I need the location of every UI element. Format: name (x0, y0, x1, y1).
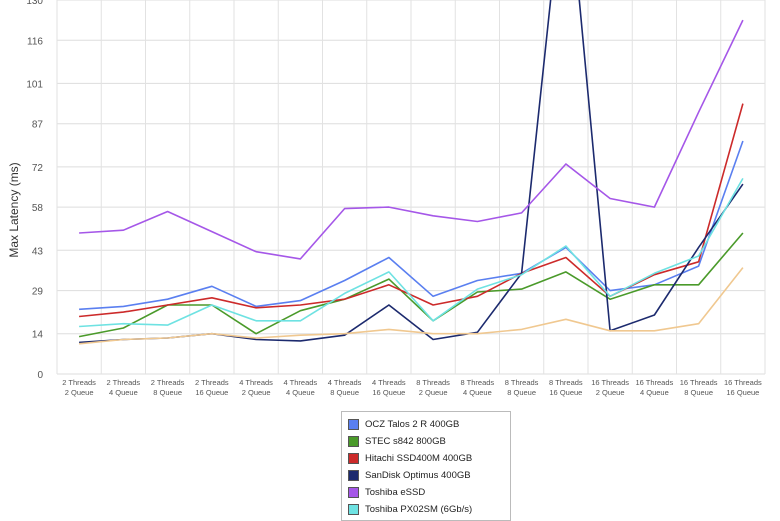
legend-label: OCZ Talos 2 R 400GB (365, 419, 460, 430)
series-line-5 (79, 178, 744, 328)
x-tick-label: 4 Threads 2 Queue (239, 378, 273, 397)
legend-item: Toshiba PX02SM (6Gb/s) (348, 501, 510, 518)
x-tick-label: 8 Threads 8 Queue (505, 378, 539, 397)
x-axis-ticks: 2 Threads 2 Queue 2 Threads 4 Queue 2 Thread… (62, 378, 762, 397)
x-tick-label: 2 Threads 16 Queue (195, 378, 229, 397)
legend-item: SanDisk Optimus 400GB (348, 467, 510, 484)
series-line-4 (79, 19, 744, 260)
x-tick-label: 2 Threads 4 Queue (107, 378, 141, 397)
legend-item: OCZ Talos 2 R 400GB (348, 416, 510, 433)
x-tick-label: 2 Threads 2 Queue (62, 378, 96, 397)
legend-label: STEC s842 800GB (365, 436, 446, 447)
x-tick-label: 16 Threads 2 Queue (591, 378, 629, 397)
legend-swatch (348, 470, 359, 481)
y-tick-label: 116 (27, 36, 43, 47)
legend-label: Toshiba eSSD (365, 487, 426, 498)
series-line-6 (79, 267, 744, 345)
x-tick-label: 4 Threads 4 Queue (284, 378, 318, 397)
legend-label: Toshiba PX02SM (6Gb/s) (365, 504, 473, 515)
legend-label: Hitachi SSD400M 400GB (365, 453, 473, 464)
y-tick-label: 87 (32, 120, 44, 131)
x-tick-label: 4 Threads 16 Queue (372, 378, 406, 397)
y-tick-label: 130 (26, 0, 43, 7)
y-tick-label: 29 (32, 287, 44, 298)
y-tick-label: 0 (37, 370, 43, 381)
x-tick-label: 8 Threads 4 Queue (461, 378, 495, 397)
x-tick-label: 8 Threads 2 Queue (416, 378, 450, 397)
legend: OCZ Talos 2 R 400GB STEC s842 800GB Hitach… (341, 411, 511, 521)
x-tick-label: 4 Threads 8 Queue (328, 378, 362, 397)
legend-swatch (348, 504, 359, 515)
x-tick-label: 16 Threads 4 Queue (635, 378, 673, 397)
legend-item: Toshiba eSSD (348, 484, 510, 501)
y-axis-ticks: 0 14 29 43 58 72 87 101 116 130 (26, 0, 43, 381)
legend-label: SanDisk Optimus 400GB (365, 470, 471, 481)
y-tick-label: 58 (32, 203, 44, 214)
series-line-1 (78, 232, 744, 338)
y-tick-label: 14 (32, 330, 44, 341)
legend-swatch (348, 453, 359, 464)
y-tick-label: 72 (32, 163, 44, 174)
x-tick-label: 2 Threads 8 Queue (151, 378, 185, 397)
legend-item: Hitachi SSD400M 400GB (348, 450, 510, 467)
series-line-0 (79, 140, 744, 311)
legend-swatch (348, 419, 359, 430)
x-tick-label: 16 Threads 8 Queue (680, 378, 718, 397)
y-axis-label: Max Latency (ms) (7, 162, 21, 257)
legend-swatch (348, 436, 359, 447)
legend-swatch (348, 487, 359, 498)
grid-lines (56, 0, 766, 375)
y-tick-label: 101 (26, 79, 43, 90)
series-lines (78, 0, 744, 345)
legend-item: STEC s842 800GB (348, 433, 510, 450)
x-tick-label: 16 Threads 16 Queue (724, 378, 762, 397)
y-tick-label: 43 (32, 246, 44, 257)
x-tick-label: 8 Threads 16 Queue (549, 378, 583, 397)
